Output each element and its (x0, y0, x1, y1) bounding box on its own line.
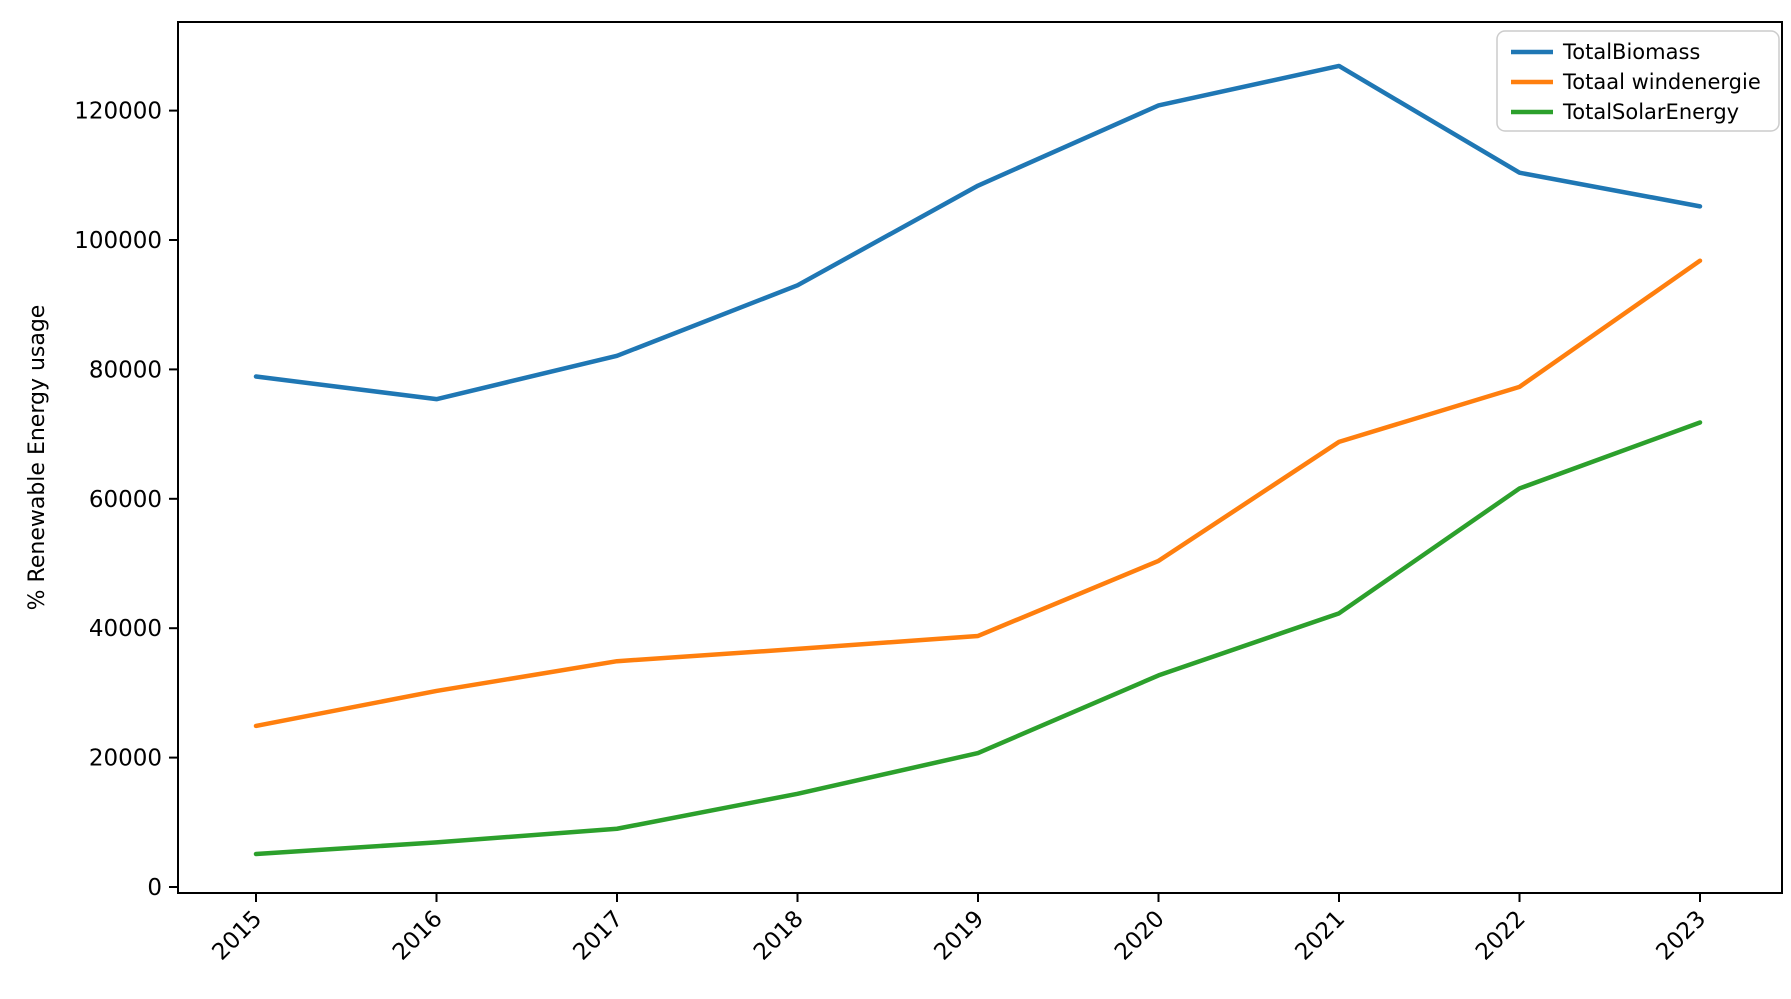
x-tick-label: 2022 (1471, 906, 1531, 966)
series-line-totalsolarenergy (253, 420, 1703, 857)
x-tick-label: 2015 (207, 906, 267, 966)
x-tick-label: 2020 (1110, 906, 1170, 966)
y-axis-label: % Renewable Energy usage (25, 305, 50, 611)
y-tick-label: 80000 (89, 357, 162, 383)
y-tick-label: 20000 (89, 746, 162, 772)
legend-box (1496, 30, 1780, 132)
y-tick-label: 0 (147, 875, 162, 901)
x-tick-label: 2019 (929, 906, 989, 966)
y-tick-label: 60000 (89, 487, 162, 513)
x-tick-label: 2018 (749, 906, 809, 966)
x-tick-label: 2017 (568, 906, 628, 966)
series-line-totaal-windenergie (253, 258, 1703, 729)
legend-label-totalsolarenergy: TotalSolarEnergy (1562, 100, 1739, 124)
x-tick-label: 2021 (1290, 906, 1350, 966)
legend-label-totaal-windenergie: Totaal windenergie (1562, 70, 1761, 94)
x-tick-label: 2023 (1651, 906, 1711, 966)
legend-label-totalbiomass: TotalBiomass (1562, 40, 1700, 64)
x-tick-label: 2016 (388, 906, 448, 966)
y-tick-label: 120000 (74, 99, 162, 125)
y-tick-label: 100000 (74, 228, 162, 254)
y-tick-label: 40000 (89, 616, 162, 642)
series-line-totalbiomass (253, 63, 1703, 402)
plot-border (177, 21, 1783, 894)
